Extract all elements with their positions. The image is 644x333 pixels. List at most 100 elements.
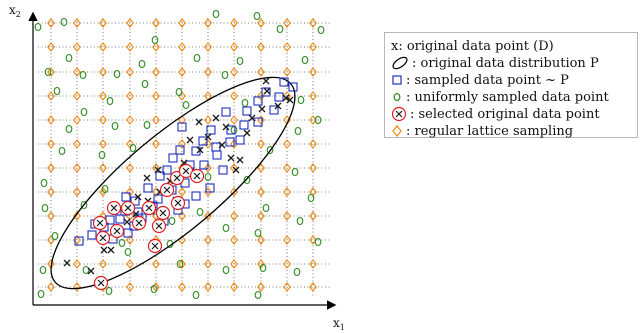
- legend-label: : sampled data point ~ P: [406, 72, 569, 88]
- sampled-square: [261, 87, 271, 97]
- selected-x: [97, 279, 105, 287]
- sampled-square: [218, 165, 228, 175]
- lattice-diamond: [204, 235, 212, 245]
- lattice-diamond: [73, 282, 81, 292]
- original-x: [186, 136, 194, 144]
- selected-x: [182, 167, 190, 175]
- lattice-diamond: [204, 282, 212, 292]
- uniform-circle: [222, 223, 230, 233]
- uniform-circle: [118, 238, 126, 248]
- lattice-diamond: [283, 211, 291, 221]
- sampled-square: [130, 196, 140, 206]
- sampled-square: [279, 77, 289, 87]
- sampled-square: [153, 194, 163, 204]
- lattice-diamond: [178, 42, 186, 52]
- lattice-diamond: [204, 259, 212, 269]
- original-x: [123, 218, 131, 226]
- legend-label: x: original data point (D): [391, 38, 554, 54]
- legend-item-original: x: original data point (D): [391, 37, 554, 55]
- lattice-diamond: [178, 18, 186, 28]
- selected-points: [92, 163, 205, 291]
- sampled-square: [121, 192, 131, 202]
- uniform-circle: [236, 56, 244, 66]
- uniform-circle: [40, 178, 48, 188]
- lattice-diamond: [257, 187, 265, 197]
- lattice-diamond: [257, 139, 265, 149]
- uniform-circle: [222, 265, 230, 275]
- lattice-diamond: [99, 139, 107, 149]
- uniform-circle: [254, 290, 262, 300]
- sampled-square: [198, 136, 208, 146]
- uniform-circle: [314, 237, 322, 247]
- uniform-circle: [297, 95, 305, 105]
- lattice-diamond: [230, 211, 238, 221]
- sampled-square: [74, 236, 84, 246]
- sampled-square: [288, 82, 298, 92]
- uniform-circle: [266, 145, 274, 155]
- lattice-diamond: [152, 42, 160, 52]
- lattice-diamond: [99, 91, 107, 101]
- lattice-diamond: [47, 163, 55, 173]
- legend-label: : uniformly sampled data point: [406, 89, 609, 105]
- selected-x: [159, 209, 167, 217]
- lattice-diamond: [152, 67, 160, 77]
- lattice-diamond: [309, 18, 317, 28]
- lattice-diamond: [230, 18, 238, 28]
- lattice-diamond: [178, 139, 186, 149]
- lattice-diamond: [73, 42, 81, 52]
- uniform-circle: [151, 35, 159, 45]
- selected-x: [174, 199, 182, 207]
- uniform-circle: [65, 53, 73, 63]
- uniform-circle: [34, 22, 42, 32]
- uniform-circle: [276, 24, 284, 34]
- lattice-diamond: [99, 187, 107, 197]
- legend-item-sampled: : sampled data point ~ P: [391, 71, 569, 89]
- original-x: [196, 146, 204, 154]
- lattice-diamond: [126, 67, 134, 77]
- lattice-diamond: [309, 91, 317, 101]
- selected-x: [163, 186, 171, 194]
- legend-label: : original data distribution P: [412, 55, 599, 71]
- uniform-circle: [41, 203, 49, 213]
- uniform-circle: [307, 193, 315, 203]
- lattice-diamond: [126, 259, 134, 269]
- uniform-circle: [182, 100, 190, 110]
- selected-x: [113, 227, 121, 235]
- lattice-diamond: [257, 18, 265, 28]
- lattice-diamond: [152, 91, 160, 101]
- lattice-diamond: [47, 282, 55, 292]
- uniform-circle: [39, 265, 47, 275]
- original-x: [134, 193, 142, 201]
- lattice-diamond: [152, 259, 160, 269]
- uniform-circle: [82, 265, 90, 275]
- lattice-diamond: [73, 139, 81, 149]
- lattice-diamond: [257, 91, 265, 101]
- lattice-diamond: [47, 115, 55, 125]
- original-x: [248, 114, 256, 122]
- lattice-diamond: [283, 139, 291, 149]
- uniform-circle: [101, 184, 109, 194]
- lattice-diamond: [230, 259, 238, 269]
- diamond-marker-icon: [392, 125, 402, 137]
- uniform-circle: [129, 143, 137, 153]
- lattice-diamond: [73, 18, 81, 28]
- uniform-circle: [106, 96, 114, 106]
- uniform-circle: [44, 67, 52, 77]
- selected-x: [135, 219, 143, 227]
- lattice-diamond: [283, 259, 291, 269]
- scatter-diagram: x1 x2: [9, 3, 345, 332]
- uniform-circle: [204, 172, 212, 182]
- lattice-diamond: [47, 42, 55, 52]
- original-x: [195, 118, 203, 126]
- lattice-diamond: [47, 187, 55, 197]
- lattice-diamond: [257, 235, 265, 245]
- original-x: [282, 94, 290, 102]
- lattice-diamond: [283, 235, 291, 245]
- lattice-diamond: [99, 115, 107, 125]
- lattice-diamond: [178, 187, 186, 197]
- lattice-diamond: [178, 115, 186, 125]
- distribution-ellipse: [50, 76, 296, 290]
- uniform-circle: [254, 228, 262, 238]
- selected-x: [193, 172, 201, 180]
- lattice-diamond: [178, 211, 186, 221]
